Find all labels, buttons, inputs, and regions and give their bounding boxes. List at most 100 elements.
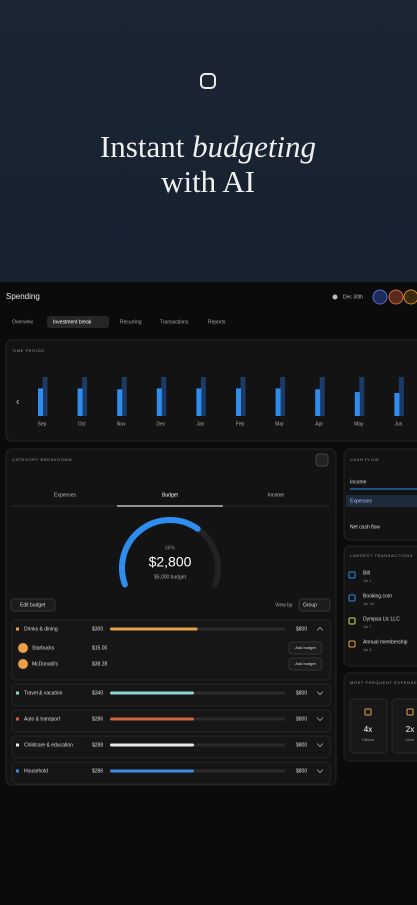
hero-title: Instant budgeting [100,129,316,164]
transaction-date: Jul 7 [363,624,372,629]
category-spent: $286 [92,768,103,774]
date: Dec 30th [343,294,363,300]
spent-bar [38,388,43,416]
sub-tab[interactable]: Expenses [54,492,76,498]
merchant-icon [18,659,28,669]
gauge-value [119,517,201,588]
spent-bar [315,389,321,416]
budget-bar [161,376,167,416]
transaction-name: Annual membership [363,639,408,645]
transaction-icon [348,594,356,602]
category-row[interactable] [11,683,331,707]
category-dot [16,717,19,721]
frequent-name: Hiltons [362,737,374,742]
budget-bar [359,376,365,416]
tab[interactable]: Reports [208,319,226,325]
cash-flow-item[interactable]: Expenses [350,498,372,504]
transaction-icon [348,640,356,648]
chevron[interactable] [316,743,324,748]
sub-tab[interactable]: Income [268,492,285,498]
hero-title-plain: Instant [100,129,185,164]
frequent-icon [406,708,414,716]
spent-bar [77,388,83,416]
progress-fill [110,717,194,721]
sub-tab[interactable]: Budget [162,492,178,498]
category-row[interactable] [11,735,331,759]
prev-arrow[interactable]: ‹ [16,397,19,408]
category-name: Household [24,768,48,774]
add-budget-bg[interactable] [288,641,323,655]
avatar[interactable] [372,289,388,305]
avatar[interactable] [403,289,417,305]
spent-bar [275,388,281,416]
active-tab-bg [47,316,109,328]
tab[interactable]: Recurring [120,319,142,325]
budget-bar [240,376,246,416]
tab[interactable]: Overview [12,319,33,325]
hero-title-italic: budgeting [192,129,316,164]
category-name: Auto & transport [24,716,61,722]
avatar[interactable] [388,289,404,305]
add-budget-button[interactable]: Add budget [295,645,316,650]
group-select[interactable]: Group [303,602,317,608]
category-card [5,448,337,786]
category-spent: $340 [92,690,103,696]
category-row[interactable] [11,761,331,785]
month-label: Dec [156,421,165,427]
month-label: Mar [275,421,284,427]
spent-bar [117,389,123,416]
add-budget-button[interactable]: Add budget [295,661,316,666]
budget-bar [319,376,325,416]
transaction-date: Jul 18 [363,601,374,606]
progress-fill [110,769,194,773]
chevron[interactable] [316,717,324,722]
budget-bar [121,376,127,416]
frequent-name: Uber [406,737,415,742]
transaction-name: Booking.com [363,593,392,599]
spent-bar [394,393,400,416]
cash-flow-item[interactable]: Income [350,479,367,485]
month-label: May [354,421,364,427]
tab[interactable]: Investment break [53,319,92,325]
chevron[interactable] [316,691,324,696]
edit-button-bg[interactable] [10,598,56,612]
frequent-tile[interactable] [391,698,417,754]
group-select-bg[interactable] [298,598,331,612]
section-label: CASH FLOW [350,457,379,462]
category-spent: $300 [92,626,103,632]
budget-bar [42,376,48,416]
chevron[interactable] [316,769,324,774]
cash-flow-card [343,448,417,541]
month-label: Jan [196,421,204,427]
category-budget: $800 [296,626,307,632]
category-row[interactable] [11,619,331,681]
cash-flow-item[interactable]: Net cash flow [350,524,380,530]
transaction-name: Bilt [363,570,371,576]
budget-bar [200,376,206,416]
category-row[interactable] [11,709,331,733]
frequent-tile[interactable] [349,698,388,754]
chevron[interactable] [316,626,324,631]
merchant-amount: $38.28 [92,661,108,667]
transaction-date: Jul 1 [363,578,372,583]
merchant-name: McDonald's [32,661,58,667]
expand-button[interactable] [315,453,329,467]
month-label: Jun [394,421,402,427]
transaction-icon [348,571,356,579]
gauge-percent: 66% [165,545,176,551]
category-dot [16,627,19,631]
category-name: Travel & vacation [24,690,63,696]
budget-bar [82,376,88,416]
tab[interactable]: Transactions [160,319,189,325]
category-spent: $288 [92,742,103,748]
category-name: Drinks & dining [24,626,58,632]
time-period-card [5,339,417,442]
edit-button[interactable]: Edit budget [20,602,46,608]
add-budget-bg[interactable] [288,657,323,671]
merchant-name: Starbucks [32,645,55,651]
category-dot [16,691,19,695]
budget-bar [398,376,404,416]
section-label: MOST FREQUENT EXPENSES [350,680,417,685]
progress-fill [110,743,194,747]
month-label: Oct [78,421,86,427]
